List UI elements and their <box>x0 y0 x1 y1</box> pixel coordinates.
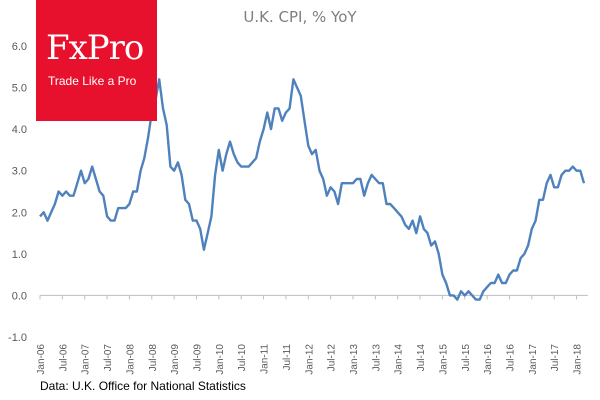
chart-title: U.K. CPI, % YoY <box>243 8 357 26</box>
x-tick-label: Jan-13 <box>349 344 360 375</box>
x-tick-label: Jan-17 <box>528 344 539 375</box>
x-tick-label: Jan-12 <box>304 344 315 375</box>
y-tick-label: 5.0 <box>12 83 27 95</box>
x-tick-label: Jul-14 <box>416 344 427 372</box>
y-tick-label: 3.0 <box>12 166 27 178</box>
x-tick-label: Jul-11 <box>282 344 293 371</box>
y-tick-label: 0.0 <box>12 290 27 302</box>
x-axis-tick-marks <box>39 295 578 300</box>
x-tick-label: Jan-11 <box>260 344 271 374</box>
x-tick-label: Jul-10 <box>237 344 248 372</box>
x-tick-label: Jan-06 <box>36 344 47 375</box>
x-tick-label: Jan-14 <box>394 344 405 375</box>
x-tick-label: Jul-13 <box>371 344 382 372</box>
x-tick-label: Jul-12 <box>327 344 338 372</box>
x-tick-label: Jul-09 <box>192 344 203 372</box>
x-tick-label: Jul-15 <box>461 344 472 372</box>
y-tick-label: 1.0 <box>12 249 27 261</box>
x-tick-label: Jul-16 <box>505 344 516 372</box>
y-tick-label: 4.0 <box>12 124 27 136</box>
x-tick-label: Jan-15 <box>438 344 449 375</box>
fxpro-logo: FxPro Trade Like a Pro <box>36 0 157 121</box>
x-tick-label: Jan-08 <box>125 344 136 375</box>
data-source-note: Data: U.K. Office for National Statistic… <box>40 379 246 393</box>
y-axis-tick-labels: 6.0 5.0 4.0 3.0 2.0 1.0 0.0 -1.0 <box>8 41 27 344</box>
x-tick-label: Jan-10 <box>215 344 226 375</box>
series-line <box>39 78 586 301</box>
x-tick-label: Jul-07 <box>103 344 114 372</box>
x-axis-tick-labels: Jan-06 Jul-06 Jan-07 Jul-07 Jan-08 Jul-08 Jan-… <box>36 344 584 375</box>
x-tick-label: Jan-16 <box>483 344 494 375</box>
x-tick-label: Jul-17 <box>550 344 561 372</box>
x-tick-label: Jul-06 <box>58 344 69 372</box>
x-tick-label: Jul-08 <box>148 344 159 372</box>
y-tick-label: -1.0 <box>8 332 27 344</box>
logo-tagline: Trade Like a Pro <box>48 74 137 88</box>
x-tick-label: Jan-09 <box>170 344 181 375</box>
y-tick-label: 6.0 <box>12 41 27 53</box>
logo-mark: FxPro <box>46 28 144 68</box>
x-tick-label: Jan-18 <box>573 344 584 375</box>
x-tick-label: Jan-07 <box>81 344 92 375</box>
y-tick-label: 2.0 <box>12 207 27 219</box>
